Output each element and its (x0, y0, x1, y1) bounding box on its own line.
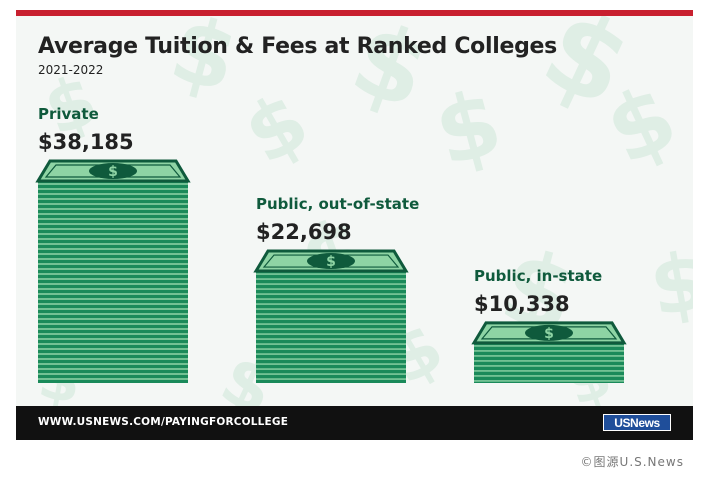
bar-value-label: $22,698 (256, 220, 352, 244)
stack-body (474, 342, 624, 383)
money-stack-bar: $ (471, 321, 627, 383)
bar-value-label: $10,338 (474, 292, 570, 316)
bill-medallion (89, 163, 137, 179)
bar-category-label: Private (38, 105, 99, 123)
bill-border (44, 164, 182, 178)
bill-border (262, 254, 400, 268)
bar-value-label: $38,185 (38, 130, 134, 154)
chart-subtitle: 2021-2022 (38, 63, 104, 77)
infographic-card: $$$$$$$$$$$$$$$ Average Tuition & Fees a… (16, 10, 693, 440)
stack-body (256, 271, 406, 383)
bill-border (480, 326, 618, 340)
dollar-sign-icon: $ (326, 254, 336, 270)
image-credit: ©图源U.S.News (580, 455, 684, 469)
stack-body (38, 181, 188, 383)
usnews-logo: USNews (603, 414, 671, 431)
dollar-sign-icon: $ (108, 164, 118, 180)
bill-medallion (525, 324, 573, 341)
footer-url[interactable]: WWW.USNEWS.COM/PAYINGFORCOLLEGE (38, 416, 289, 428)
top-accent-bar (16, 10, 693, 16)
money-stack-bar: $ (35, 159, 191, 383)
bar-category-label: Public, in-state (474, 267, 602, 285)
money-stack-bar: $ (253, 249, 409, 383)
tuition-bar-chart: $ $38,185 Private $ $22,698 Public, out-of-st… (35, 105, 627, 383)
footer-bar: WWW.USNEWS.COM/PAYINGFORCOLLEGE USNews (16, 406, 693, 440)
dollar-sign-icon: $ (544, 326, 554, 342)
bill-medallion (307, 253, 355, 270)
bar-category-label: Public, out-of-state (256, 195, 419, 213)
chart-title: Average Tuition & Fees at Ranked College… (38, 34, 557, 59)
